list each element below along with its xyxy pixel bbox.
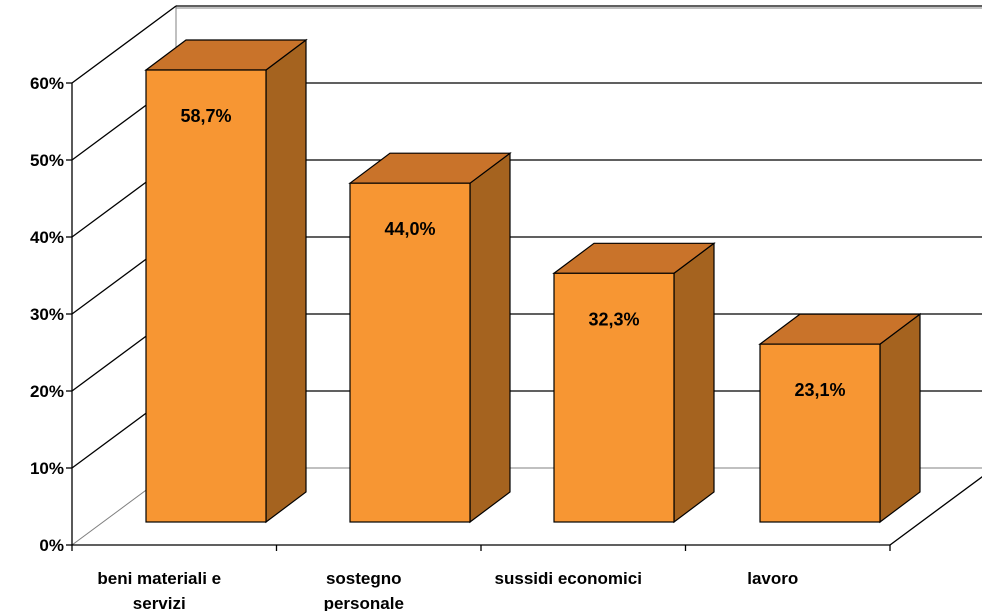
floor-right-edge: [889, 476, 982, 546]
x-category-label: beni materiali e: [97, 569, 221, 588]
bar-side-face: [265, 38, 307, 524]
bar-side-face: [879, 312, 921, 524]
data-label: 44,0%: [384, 219, 435, 239]
x-category-label: lavoro: [747, 569, 798, 588]
bar-front-face: [759, 343, 881, 523]
y-tick-label: 20%: [30, 382, 64, 401]
y-tick-label: 10%: [30, 459, 64, 478]
side-gridline: [71, 5, 177, 84]
bar-front-face: [349, 182, 471, 523]
x-category-label: sussidi economici: [495, 569, 642, 588]
y-tick-label: 60%: [30, 74, 64, 93]
bar: [144, 38, 308, 524]
x-category-label: personale: [324, 594, 404, 611]
bar: [552, 242, 716, 524]
x-category-label: servizi: [133, 594, 186, 611]
data-label: 58,7%: [180, 106, 231, 126]
data-label: 32,3%: [588, 309, 639, 329]
x-category-label: sostegno: [326, 569, 402, 588]
axes: [66, 82, 982, 551]
y-tick-label: 0%: [39, 536, 64, 555]
y-tick-label: 50%: [30, 151, 64, 170]
y-tick-label: 30%: [30, 305, 64, 324]
bar-front-face: [553, 272, 675, 523]
y-tick-label: 40%: [30, 228, 64, 247]
labels: 0% 10% 20% 30% 40% 50% 60% 58,7% 44,0% 32,3% 23,1%…: [30, 74, 846, 611]
bars: [144, 38, 922, 524]
bar-front-face: [145, 69, 267, 523]
bar: [758, 312, 922, 524]
bar-side-face: [673, 242, 715, 524]
bar-side-face: [469, 151, 511, 524]
data-label: 23,1%: [794, 380, 845, 400]
bar: [348, 151, 512, 524]
